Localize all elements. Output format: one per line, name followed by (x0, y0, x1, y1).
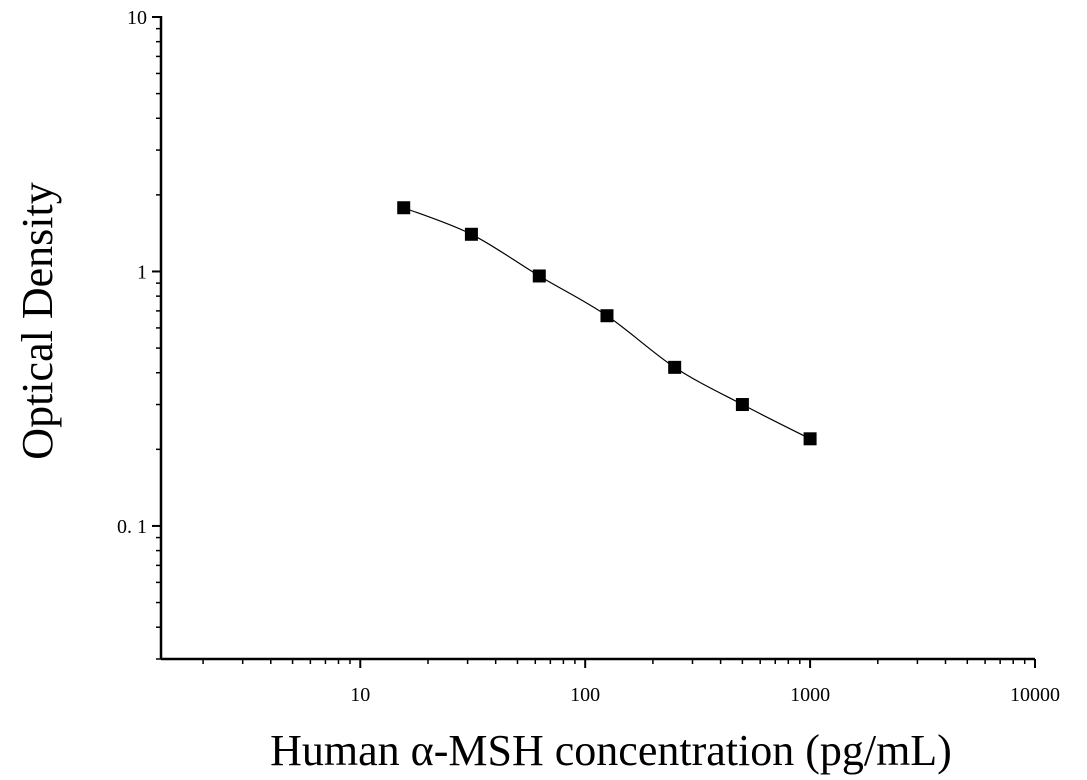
fit-curve (403, 207, 811, 440)
data-point (532, 269, 546, 283)
tick-labels: 10 1 0. 1 10 100 1000 10000 (117, 7, 1060, 706)
x-ticks (202, 659, 1036, 668)
x-axis-title: Human α-MSH concentration (pg/mL) (270, 726, 952, 775)
data-point (397, 201, 411, 215)
x-tick-label: 100 (570, 684, 600, 706)
data-point (668, 360, 682, 374)
y-tick-label: 10 (127, 7, 147, 29)
y-axis-title: Optical Density (13, 182, 62, 459)
x-tick-label: 10000 (1010, 684, 1060, 706)
data-point (803, 432, 817, 446)
data-point (464, 227, 478, 241)
y-tick-label: 1 (137, 261, 147, 283)
y-ticks (152, 16, 161, 660)
data-points (397, 201, 817, 446)
x-tick-label: 10 (350, 684, 370, 706)
axes (159, 16, 1035, 661)
x-tick-label: 1000 (790, 684, 830, 706)
y-tick-label: 0. 1 (117, 516, 147, 538)
data-point (600, 309, 614, 323)
data-point (735, 398, 749, 412)
